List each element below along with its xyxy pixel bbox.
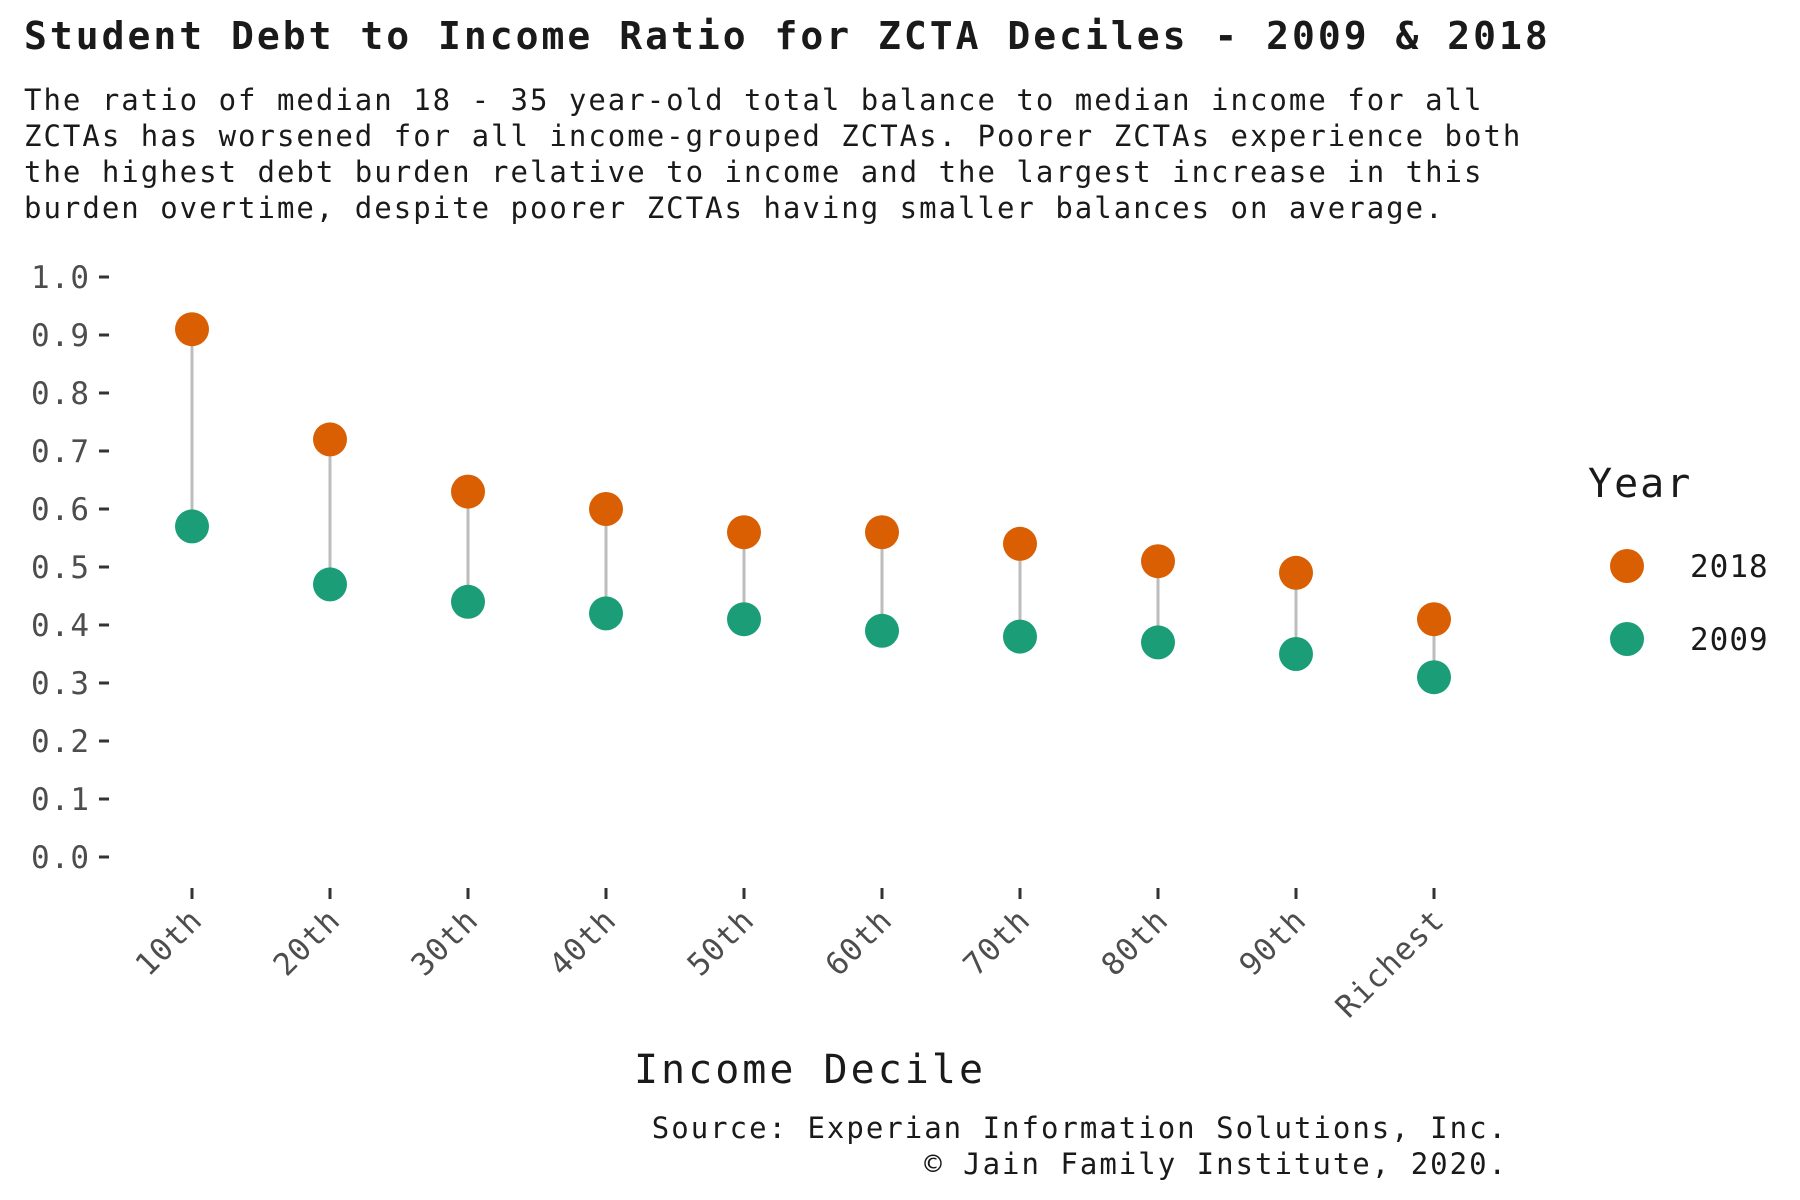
source-line: © Jain Family Institute, 2020. <box>924 1147 1508 1181</box>
source-line: Source: Experian Information Solutions, … <box>651 1111 1508 1145</box>
x-tick-label: 20th <box>267 902 348 983</box>
y-tick-label: 0.9 <box>31 318 90 354</box>
y-tick-label: 0.2 <box>31 724 90 760</box>
y-tick-label: 0.0 <box>31 840 90 876</box>
connectors <box>190 329 1436 678</box>
y-tick-label: 0.8 <box>31 376 90 412</box>
data-point-2009 <box>727 602 761 637</box>
data-point-2018 <box>589 492 623 526</box>
data-point-2018 <box>1003 526 1037 561</box>
data-point-2009 <box>1003 619 1037 654</box>
x-tick-label: Richest <box>1329 902 1452 1025</box>
data-point-2009 <box>1279 637 1313 671</box>
chart-title: Student Debt to Income Ratio for ZCTA De… <box>24 14 1551 58</box>
y-tick-label: 0.6 <box>31 492 90 528</box>
data-point-2018 <box>175 312 209 347</box>
legend-key-2018 <box>1610 549 1644 583</box>
x-tick-label: 90th <box>1233 902 1314 983</box>
y-tick-label: 0.1 <box>31 782 90 818</box>
data-points <box>175 312 1451 695</box>
y-tick-label: 1.0 <box>31 260 90 296</box>
data-point-2009 <box>1417 660 1451 695</box>
x-tick-label: 60th <box>819 902 900 983</box>
data-point-2009 <box>1141 625 1175 660</box>
data-point-2018 <box>1279 555 1313 590</box>
subtitle-line: The ratio of median 18 - 35 year-old tot… <box>24 83 1484 117</box>
data-point-2018 <box>313 422 347 457</box>
subtitle-line: burden overtime, despite poorer ZCTAs ha… <box>24 191 1445 225</box>
legend-label: 2009 <box>1690 622 1769 658</box>
data-point-2018 <box>1141 544 1175 579</box>
legend-key-2009 <box>1610 622 1644 656</box>
data-point-2009 <box>865 613 899 648</box>
legend-label: 2018 <box>1690 549 1769 585</box>
y-tick-label: 0.5 <box>31 550 90 586</box>
data-point-2009 <box>589 596 623 631</box>
x-tick-label: 10th <box>129 902 210 983</box>
x-tick-label: 40th <box>543 902 624 983</box>
data-point-2009 <box>175 509 209 544</box>
y-tick-label: 0.3 <box>31 666 90 702</box>
source-note: Source: Experian Information Solutions, … <box>652 1110 1508 1182</box>
y-tick-label: 0.7 <box>31 434 90 470</box>
y-tick-label: 0.4 <box>31 608 90 644</box>
x-axis-title: Income Decile <box>634 1047 986 1093</box>
legend: Year 2018 2009 <box>1588 461 1769 658</box>
subtitle-line: ZCTAs has worsened for all income-groupe… <box>24 119 1523 153</box>
x-tick-label: 80th <box>1095 902 1176 983</box>
data-point-2018 <box>727 515 761 550</box>
data-point-2018 <box>1417 602 1451 637</box>
chart-subtitle: The ratio of median 18 - 35 year-old tot… <box>24 82 1624 226</box>
data-point-2018 <box>865 515 899 550</box>
x-axis: 10th 20th 30th 40th 50th 60th 70th 80th 90th Rich… <box>129 888 1452 1025</box>
data-point-2009 <box>313 567 347 602</box>
x-tick-label: 70th <box>957 902 1038 983</box>
data-point-2009 <box>451 584 485 619</box>
x-tick-label: 30th <box>405 902 486 983</box>
subtitle-line: the highest debt burden relative to inco… <box>24 155 1484 189</box>
legend-title: Year <box>1588 461 1692 507</box>
x-tick-label: 50th <box>681 902 762 983</box>
data-point-2018 <box>451 474 485 509</box>
y-axis: 0.0 0.1 0.2 0.3 0.4 0.5 0.6 0.7 0.8 0.9 1.0 <box>31 260 109 876</box>
